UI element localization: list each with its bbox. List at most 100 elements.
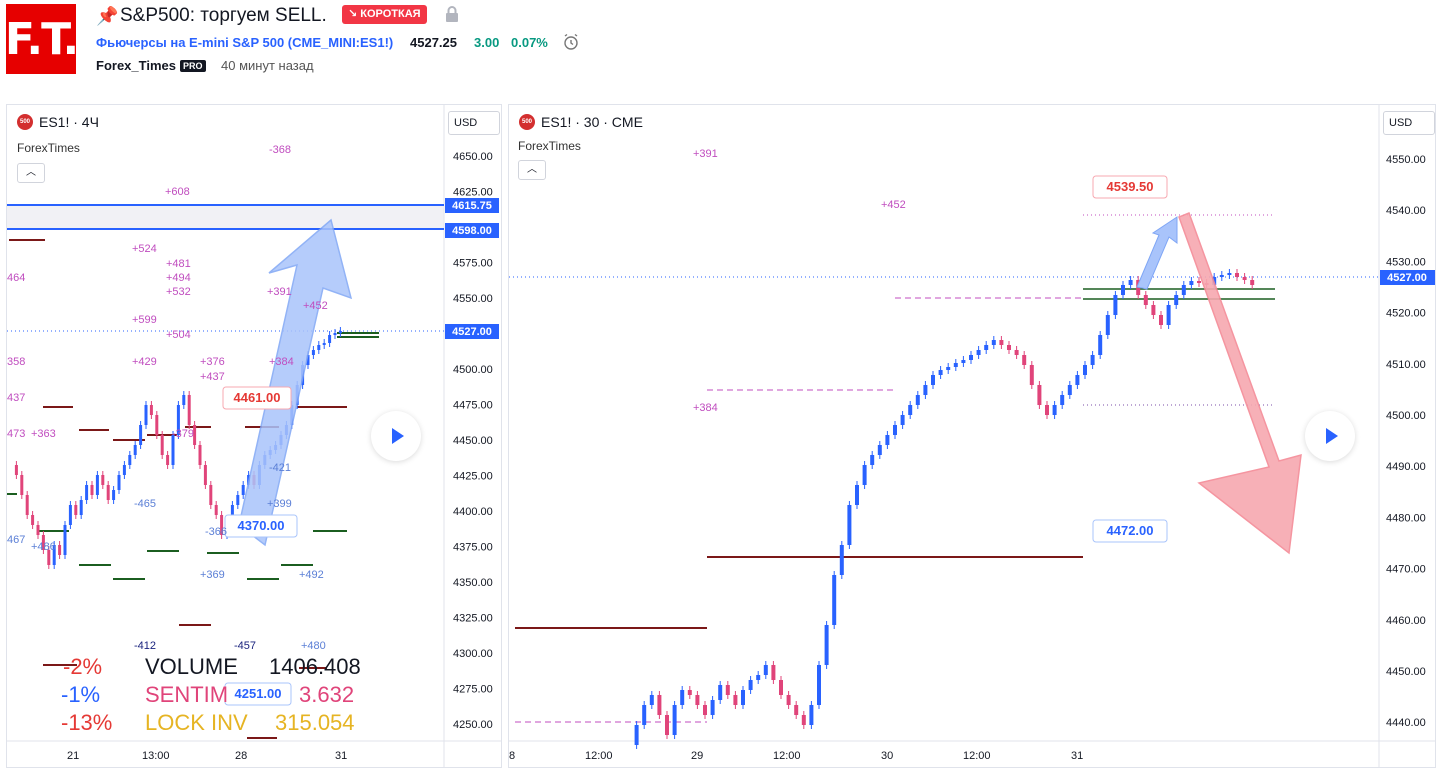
candle-body	[870, 455, 875, 465]
price-tick: 4500.00	[453, 364, 493, 376]
svg-text:+492: +492	[299, 569, 324, 581]
candle-body	[991, 340, 996, 345]
left-chart-canvas[interactable]: 4650.004625.004575.004550.004525.004500.…	[7, 105, 502, 768]
price-change: 3.00	[474, 35, 500, 50]
candle-body	[106, 485, 110, 500]
candle-body	[241, 485, 245, 495]
last-price: 4527.25	[410, 35, 457, 50]
currency-selector[interactable]: USD	[1383, 111, 1435, 135]
right-price-scale[interactable]: 4550.00 4540.00 4530.00 4520.00 4510.00 4500.…	[1386, 154, 1426, 729]
candle-body	[14, 465, 18, 475]
candle-body	[649, 695, 654, 705]
right-chart-canvas[interactable]: 4550.00 4540.00 4530.00 4520.00 4510.00 4500.…	[509, 105, 1436, 768]
candle-body	[672, 705, 677, 735]
collapse-button[interactable]: ︿	[518, 160, 546, 180]
price-tick: 4375.00	[453, 542, 493, 554]
right-time-axis[interactable]: 8 12:00 29 12:00 30 12:00 31	[509, 750, 1083, 762]
svg-text:+384: +384	[269, 356, 294, 368]
candle-body	[214, 505, 218, 515]
callout-4251-text: 4251.00	[235, 686, 282, 701]
callout-4251[interactable]	[224, 682, 292, 706]
candle-body	[832, 575, 837, 625]
candle-body	[176, 405, 180, 435]
bullish-arrow-small[interactable]	[1136, 216, 1178, 290]
price-tick: 4325.00	[453, 613, 493, 625]
candle-body	[1235, 273, 1239, 277]
candle-body	[95, 475, 99, 495]
candle-body	[946, 367, 951, 370]
svg-text:LOCK INV: LOCK INV	[145, 710, 248, 735]
svg-text:+494: +494	[166, 272, 191, 284]
callout-4370[interactable]	[224, 514, 298, 538]
candle-body	[900, 415, 905, 425]
candle-body	[1128, 280, 1133, 285]
candle-body	[193, 425, 197, 445]
right-chart-title[interactable]: ES1! · 30 · CME	[541, 114, 643, 130]
bullish-arrow[interactable]	[238, 218, 353, 547]
pin-icon: 📌	[96, 6, 119, 26]
play-button[interactable]	[1305, 411, 1355, 461]
svg-text:+452: +452	[303, 300, 328, 312]
current-price-badge	[445, 324, 499, 339]
candle-body	[209, 485, 213, 505]
author-logo[interactable]: F.T.	[5, 4, 79, 74]
svg-text:-13%: -13%	[61, 710, 112, 735]
price-tick: 4490.00	[1386, 461, 1426, 473]
svg-text:464: 464	[7, 272, 25, 284]
left-time-axis[interactable]: 21 13:00 28 31	[67, 750, 347, 762]
callout-4461[interactable]	[222, 386, 292, 410]
svg-text:-465: -465	[134, 498, 156, 510]
callout-4370-text: 4370.00	[238, 518, 285, 533]
svg-text:-366: -366	[205, 526, 227, 538]
svg-text:29: 29	[691, 750, 703, 762]
candle-body	[938, 370, 943, 375]
collapse-button[interactable]: ︿	[17, 163, 45, 183]
price-tick: 4450.00	[453, 435, 493, 447]
candle-body	[1037, 385, 1042, 405]
symbol-link[interactable]: Фьючерсы на E-mini S&P 500 (CME_MINI:ES1…	[96, 35, 394, 50]
currency-selector[interactable]: USD	[448, 111, 500, 135]
svg-text:+376: +376	[200, 356, 225, 368]
callout-4539[interactable]	[1092, 175, 1168, 199]
svg-text:+363: +363	[31, 428, 56, 440]
left-chart-panel[interactable]: 4650.004625.004575.004550.004525.004500.…	[6, 104, 502, 768]
level-badge-upper-text: 4615.75	[452, 200, 492, 212]
symbol-icon: 500	[17, 114, 33, 130]
bearish-arrow[interactable]	[1178, 212, 1302, 555]
svg-text:-412: -412	[134, 640, 156, 652]
candle-body	[725, 685, 730, 695]
candle-body	[779, 680, 783, 695]
candle-body	[741, 690, 745, 705]
left-chart-title[interactable]: ES1! · 4Ч	[39, 114, 99, 130]
chevron-up-icon: ︿	[527, 164, 537, 175]
price-tick: 4550.00	[453, 293, 493, 305]
candle-body	[311, 350, 315, 355]
candle-body	[855, 485, 859, 505]
support-levels	[7, 332, 379, 580]
callout-4472-text: 4472.00	[1107, 523, 1154, 538]
callout-4461-text: 4461.00	[234, 390, 281, 405]
right-chart-panel[interactable]: 4550.00 4540.00 4530.00 4520.00 4510.00 4500.…	[508, 104, 1436, 768]
price-tick: 4520.00	[1386, 308, 1426, 320]
candle-body	[198, 445, 202, 465]
left-price-scale[interactable]: 4650.004625.004575.004550.004525.004500.…	[453, 151, 493, 731]
candle-body	[79, 500, 83, 515]
svg-text:467: 467	[7, 534, 25, 546]
author-name[interactable]: Forex_Times	[96, 58, 176, 73]
alarm-clock-icon[interactable]	[562, 33, 580, 51]
candle-body	[1197, 281, 1201, 283]
candle-body	[52, 545, 56, 565]
candle-body	[333, 333, 337, 335]
candle-body	[1189, 281, 1194, 285]
svg-text:+504: +504	[166, 329, 191, 341]
svg-text:+532: +532	[166, 286, 191, 298]
candle-body	[171, 435, 175, 465]
resistance-zone	[7, 205, 444, 229]
play-button[interactable]	[371, 411, 421, 461]
candle-body	[771, 665, 776, 680]
callout-4472[interactable]	[1092, 519, 1168, 543]
candle-body	[969, 355, 973, 360]
candle-body	[236, 495, 240, 505]
candle-body	[1227, 273, 1232, 275]
chevron-up-icon: ︿	[26, 167, 36, 178]
